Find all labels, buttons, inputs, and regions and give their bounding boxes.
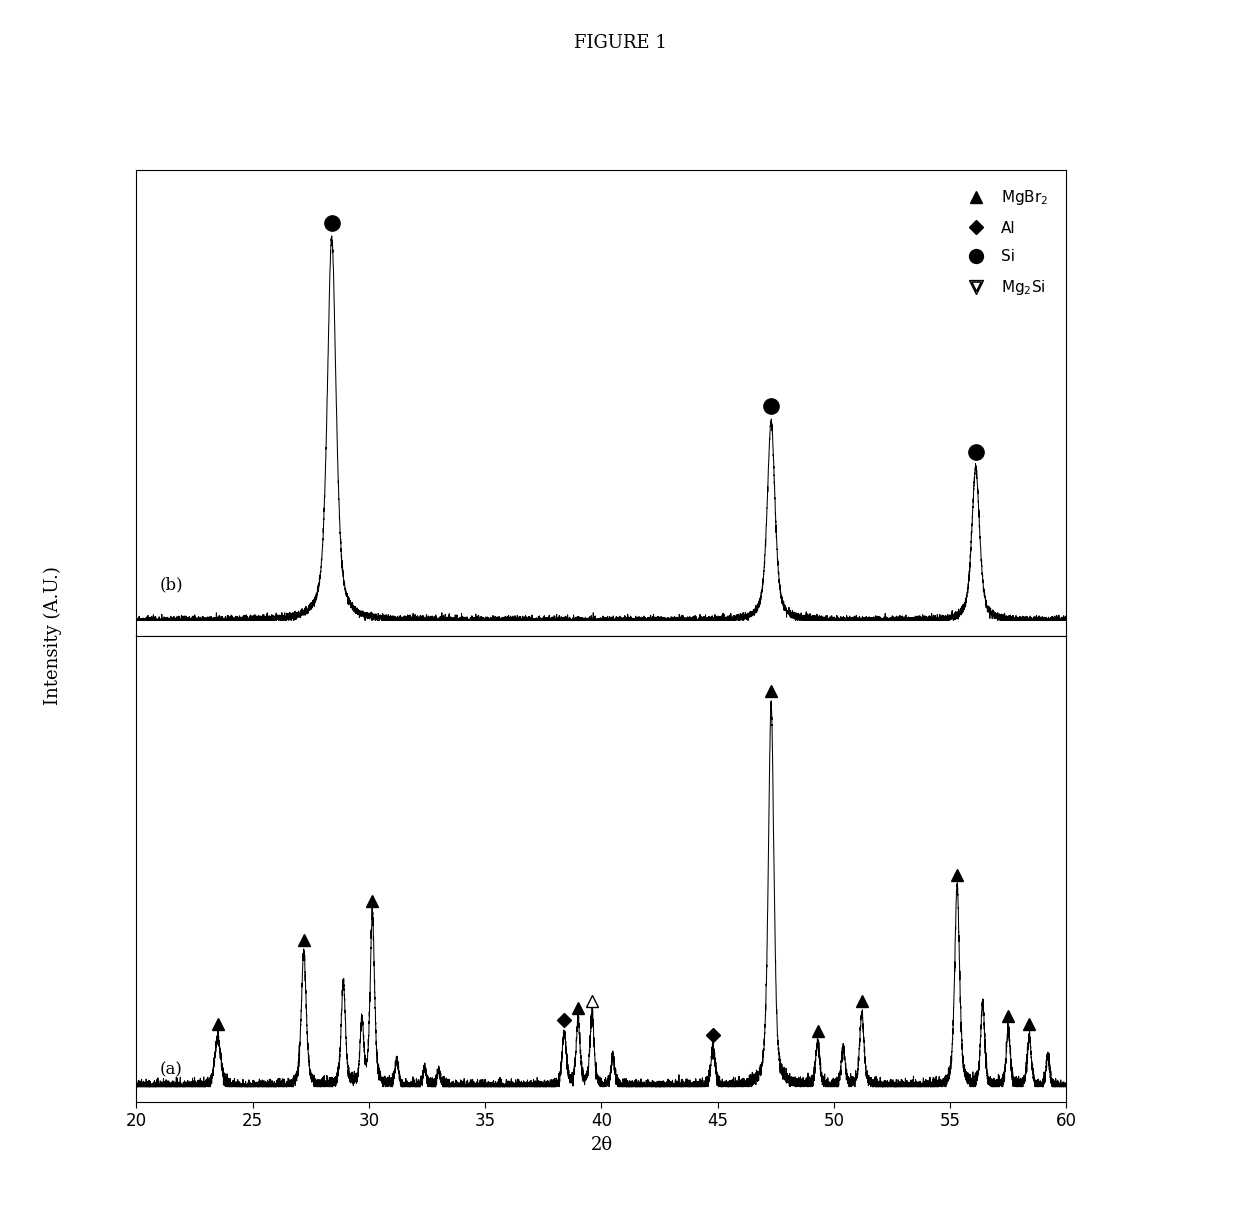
Text: (b): (b): [160, 576, 184, 593]
Text: FIGURE 1: FIGURE 1: [574, 34, 666, 52]
X-axis label: 2θ: 2θ: [590, 1136, 613, 1154]
Text: Intensity (A.U.): Intensity (A.U.): [43, 567, 62, 705]
Legend: MgBr$_2$, Al, Si, Mg$_2$Si: MgBr$_2$, Al, Si, Mg$_2$Si: [955, 182, 1054, 303]
Text: (a): (a): [160, 1061, 182, 1078]
